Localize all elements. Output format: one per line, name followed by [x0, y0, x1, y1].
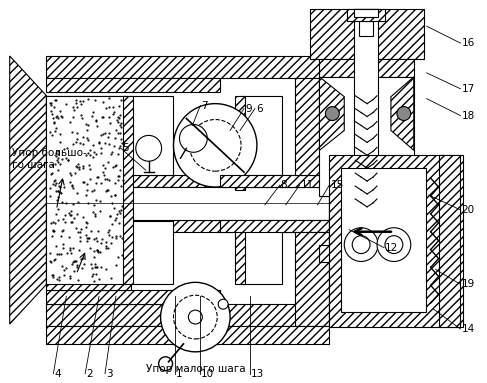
Text: 8: 8 [281, 180, 287, 190]
Bar [46, 304, 329, 326]
Bar [240, 96, 281, 175]
Bar [131, 96, 172, 175]
Bar [46, 274, 131, 290]
Polygon shape [359, 180, 377, 215]
Circle shape [180, 124, 207, 152]
Text: 5: 5 [122, 143, 129, 153]
Text: 20: 20 [461, 205, 474, 215]
Bar [46, 175, 329, 187]
Bar [354, 9, 378, 262]
Bar [235, 96, 245, 190]
Text: 2: 2 [86, 369, 93, 379]
Bar [131, 221, 172, 284]
Bar [220, 220, 329, 232]
Bar [361, 215, 375, 247]
Bar [310, 9, 424, 59]
Circle shape [218, 299, 228, 309]
Text: 12: 12 [385, 242, 398, 253]
Text: 17: 17 [461, 84, 475, 94]
Bar [46, 290, 220, 304]
Circle shape [344, 228, 378, 262]
Circle shape [189, 119, 241, 171]
Bar [295, 232, 329, 326]
Bar [329, 155, 464, 327]
Circle shape [173, 295, 217, 339]
Circle shape [188, 310, 202, 324]
Bar [235, 221, 245, 284]
Text: Упор большо-
го шага: Упор большо- го шага [12, 148, 87, 170]
Circle shape [352, 236, 370, 254]
Bar [439, 155, 460, 327]
Bar [46, 96, 126, 284]
Text: 3: 3 [106, 369, 112, 379]
Bar [319, 245, 414, 262]
Bar [220, 175, 329, 187]
Bar [46, 96, 131, 111]
Text: 10: 10 [201, 369, 214, 379]
Text: 13: 13 [251, 369, 264, 379]
Bar [46, 220, 329, 232]
Bar [46, 326, 329, 344]
Circle shape [136, 136, 162, 161]
Text: 1: 1 [175, 369, 182, 379]
Bar [347, 9, 385, 21]
Circle shape [385, 236, 403, 254]
Bar [341, 168, 426, 312]
Text: 14: 14 [461, 324, 475, 334]
Bar [46, 187, 329, 220]
Bar [240, 221, 281, 284]
Text: 6: 6 [256, 104, 262, 114]
Text: Упор малого шага: Упор малого шага [146, 364, 245, 374]
Text: 7: 7 [201, 101, 208, 111]
Circle shape [173, 104, 257, 187]
Text: 18: 18 [461, 111, 475, 121]
Text: 11: 11 [300, 180, 314, 190]
Circle shape [325, 106, 339, 121]
Polygon shape [391, 77, 414, 150]
Circle shape [161, 282, 230, 352]
Text: 9: 9 [245, 104, 252, 114]
Bar [123, 96, 133, 284]
Circle shape [397, 106, 411, 121]
Text: 4: 4 [55, 369, 61, 379]
Circle shape [377, 228, 411, 262]
Polygon shape [319, 77, 344, 150]
Bar [319, 77, 414, 196]
Text: 19: 19 [461, 279, 475, 289]
Bar [359, 21, 373, 36]
Circle shape [159, 357, 172, 371]
Bar [46, 78, 220, 92]
Bar [354, 9, 378, 17]
Bar [46, 56, 329, 78]
Text: 16: 16 [461, 38, 475, 48]
Bar [295, 78, 329, 175]
Polygon shape [10, 56, 46, 324]
Text: 15: 15 [330, 180, 344, 190]
Bar [319, 59, 414, 77]
Bar [329, 56, 351, 326]
